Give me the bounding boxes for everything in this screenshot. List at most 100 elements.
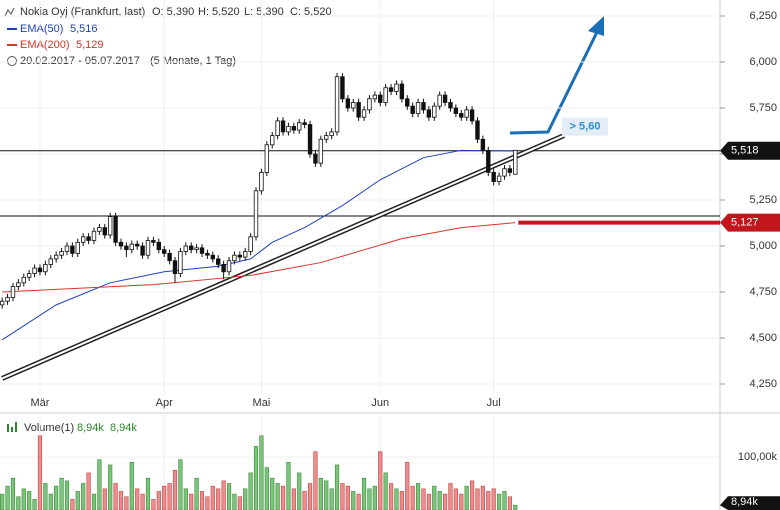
candle-body — [53, 254, 59, 260]
period: 20.02.2017 - 05.07.2017 — [20, 55, 140, 67]
volume-bar — [75, 491, 80, 510]
volume-bar — [372, 485, 377, 510]
candle-body — [421, 102, 426, 111]
candle-body — [270, 135, 275, 146]
candle-body — [378, 94, 383, 103]
candle-body — [388, 87, 394, 92]
target-label: > 5,60 — [570, 121, 601, 133]
volume-bar — [199, 491, 205, 510]
candle-body — [129, 243, 134, 251]
level-label: 5,518 — [731, 145, 759, 157]
volume-bar — [10, 477, 16, 510]
volume-bar — [43, 483, 48, 510]
candle-body — [0, 300, 5, 306]
volume-bar — [464, 485, 469, 510]
candle-body — [351, 102, 356, 109]
volume-bar — [442, 493, 448, 510]
volume-bar — [32, 499, 37, 510]
y-tick-label: 100,00k — [738, 451, 778, 463]
volume-bar — [194, 477, 199, 510]
volume-bar — [426, 493, 431, 510]
volume-bar — [102, 488, 107, 510]
candle-body — [264, 144, 270, 173]
candle-body — [405, 98, 410, 107]
target-box — [562, 117, 608, 136]
candle-body — [307, 124, 313, 155]
volume-icon — [15, 422, 17, 432]
candle-body — [118, 241, 124, 247]
volume-bar — [286, 461, 291, 510]
volume-bar — [151, 499, 156, 510]
volume-bar — [437, 491, 442, 510]
candle-body — [59, 251, 64, 256]
candle-body — [410, 105, 415, 114]
candle-body — [145, 240, 151, 256]
candle-body — [356, 102, 361, 118]
candle-body — [448, 102, 453, 109]
volume-bar — [156, 491, 161, 510]
volume-bar — [388, 483, 394, 510]
volume-bar — [21, 488, 26, 510]
volume-bar — [313, 451, 318, 510]
y-tick-label: 5,750 — [749, 102, 777, 114]
volume-bar — [361, 477, 367, 510]
volume-bar — [253, 446, 259, 510]
volume-bar — [415, 483, 421, 510]
candle-body — [102, 227, 107, 236]
volume-bar — [340, 483, 345, 510]
volume-bar — [307, 483, 313, 510]
y-tick-label: 4,250 — [749, 378, 777, 390]
volume-bar — [64, 480, 70, 510]
volume-bar — [124, 496, 129, 510]
candle-body — [221, 263, 226, 273]
volume-bar — [221, 480, 226, 510]
candle-body — [475, 120, 480, 140]
header-value: H: 5,520 — [198, 6, 240, 18]
candle-body — [210, 254, 216, 260]
candle-body — [32, 267, 37, 274]
candle-body — [43, 263, 48, 273]
candle-body — [280, 120, 286, 133]
candle-body — [151, 240, 156, 243]
volume-bar — [345, 485, 350, 510]
candle-body — [367, 98, 372, 111]
candle-body — [496, 175, 502, 183]
volume-bar — [502, 491, 507, 510]
candle-body — [253, 190, 259, 238]
volume-bar — [178, 459, 183, 510]
level-tag — [720, 141, 780, 160]
volume-bar — [367, 488, 372, 510]
volume-bar — [27, 491, 32, 510]
candle-body — [80, 236, 86, 243]
candle-body — [97, 227, 102, 232]
candle-body — [70, 245, 75, 254]
candle-body — [172, 260, 178, 275]
header-value: L: 5,390 — [244, 6, 284, 18]
candle-body — [226, 260, 232, 273]
candle-body — [183, 245, 189, 252]
candle-body — [432, 105, 437, 118]
x-tick-label: Apr — [156, 397, 173, 409]
volume-bar — [291, 488, 296, 510]
candle-body — [318, 138, 324, 164]
volume-bar — [37, 435, 43, 510]
candle-body — [437, 94, 442, 107]
volume-bar — [496, 493, 502, 510]
candle-body — [194, 247, 199, 251]
icon — [4, 7, 15, 17]
candle-body — [162, 249, 167, 254]
candle-body — [259, 171, 264, 192]
volume-bar — [491, 488, 496, 510]
level-label: 5,127 — [731, 217, 759, 229]
volume-tag-label: 8,94k — [731, 496, 758, 508]
volume-bar — [129, 461, 134, 510]
header-value: O: 5,390 — [152, 6, 194, 18]
volume-bar — [399, 491, 404, 510]
clock-icon — [7, 56, 17, 66]
volume-bar — [264, 467, 269, 510]
volume-bar — [513, 504, 518, 510]
candle-body — [426, 109, 432, 118]
legend-value: 5,129 — [76, 39, 104, 51]
y-tick-label: 4,750 — [749, 286, 777, 298]
arrow-head — [588, 16, 604, 36]
